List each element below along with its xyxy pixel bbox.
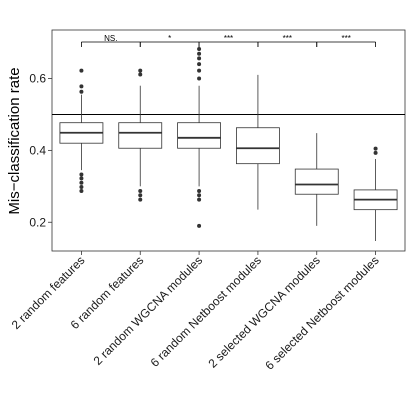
box <box>236 127 280 165</box>
y-tick-label: 0.4 <box>29 143 46 157</box>
significance-label: *** <box>224 34 233 43</box>
outlier-point <box>138 68 143 73</box>
significance-label: *** <box>283 34 292 43</box>
y-tick-label: 0.6 <box>29 72 46 86</box>
outlier-point <box>197 62 202 67</box>
box <box>118 122 163 149</box>
significance-label: NS. <box>104 34 117 43</box>
outlier-point <box>138 188 143 193</box>
plot-panel <box>51 29 406 252</box>
outlier-point <box>138 197 143 202</box>
x-tick-label: 2 selected WGCNA modules <box>205 253 322 370</box>
outlier-point <box>197 193 202 198</box>
x-tick-label: 2 random WGCNA modules <box>91 253 206 368</box>
significance-label: * <box>168 34 171 43</box>
outlier-point <box>197 47 202 52</box>
outlier-point <box>79 180 84 185</box>
significance-label: *** <box>341 34 350 43</box>
x-tick-label: 6 selected Netboost modules <box>262 253 381 372</box>
outlier-point <box>197 223 202 228</box>
outlier-point <box>197 51 202 56</box>
y-axis-title: Mis−classification rate <box>6 67 23 214</box>
outlier-point <box>79 172 84 177</box>
outlier-point <box>197 188 202 193</box>
outlier-point <box>79 84 84 89</box>
box <box>177 122 221 149</box>
outlier-point <box>197 197 202 202</box>
outlier-point <box>79 188 84 193</box>
outlier-point <box>373 150 378 155</box>
outlier-point <box>79 89 84 94</box>
y-tick-label: 0.2 <box>29 215 46 229</box>
outlier-point <box>373 146 378 151</box>
outlier-point <box>79 185 84 190</box>
outlier-point <box>197 76 202 81</box>
outlier-point <box>138 193 143 198</box>
outlier-point <box>138 72 143 77</box>
outlier-point <box>197 56 202 61</box>
x-tick-label: 6 random Netboost modules <box>148 253 264 369</box>
outlier-point <box>79 68 84 73</box>
outlier-point <box>79 176 84 181</box>
box <box>294 168 339 195</box>
outlier-point <box>197 68 202 73</box>
